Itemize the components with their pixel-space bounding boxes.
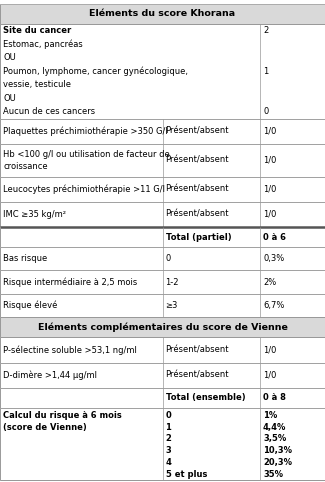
Text: Présent/absent: Présent/absent [165, 346, 229, 354]
Text: Total (ensemble): Total (ensemble) [165, 393, 245, 402]
Bar [0, 408, 325, 480]
Text: 1/0: 1/0 [263, 346, 276, 354]
Text: 1/0: 1/0 [263, 185, 276, 194]
Text: 2%: 2% [263, 278, 276, 287]
Bar [0, 144, 325, 176]
Text: 2: 2 [263, 26, 268, 35]
Text: 0: 0 [165, 254, 171, 263]
Bar [0, 24, 325, 119]
Text: Eléments du score Khorana: Eléments du score Khorana [89, 10, 236, 18]
Text: Leucocytes préchimiothérapie >11 G/l: Leucocytes préchimiothérapie >11 G/l [3, 185, 165, 194]
Text: Total (partiel): Total (partiel) [165, 232, 231, 241]
Text: 0
1
2
3
4
5 et plus: 0 1 2 3 4 5 et plus [165, 411, 207, 479]
Bar [0, 202, 325, 227]
Text: 0 à 8: 0 à 8 [263, 393, 286, 402]
Text: Site du cancer: Site du cancer [3, 26, 71, 35]
Text: Estomac, pancréas: Estomac, pancréas [3, 40, 83, 49]
Bar [0, 227, 325, 247]
Text: Bas risque: Bas risque [3, 254, 47, 263]
Text: Risque intermédiaire à 2,5 mois: Risque intermédiaire à 2,5 mois [3, 278, 137, 287]
Text: Présent/absent: Présent/absent [165, 185, 229, 194]
Text: 1/0: 1/0 [263, 156, 276, 165]
Text: 0,3%: 0,3% [263, 254, 284, 263]
Text: ≥3: ≥3 [165, 301, 178, 310]
Text: 1/0: 1/0 [263, 210, 276, 219]
Bar [0, 388, 325, 408]
Bar [0, 119, 325, 144]
Text: vessie, testicule: vessie, testicule [3, 80, 71, 89]
Text: 0: 0 [263, 107, 268, 117]
Text: D-dimère >1,44 μg/ml: D-dimère >1,44 μg/ml [3, 371, 97, 380]
Bar [0, 4, 325, 24]
Text: 0 à 6: 0 à 6 [263, 232, 286, 241]
Bar [0, 337, 325, 362]
Text: 1-2: 1-2 [165, 278, 179, 287]
Text: Présent/absent: Présent/absent [165, 210, 229, 219]
Text: Risque élevé: Risque élevé [3, 301, 58, 310]
Text: OU: OU [3, 53, 16, 62]
Text: Eléments complémentaires du score de Vienne: Eléments complémentaires du score de Vie… [38, 322, 287, 332]
Text: 1%
4,4%
3,5%
10,3%
20,3%
35%: 1% 4,4% 3,5% 10,3% 20,3% 35% [263, 411, 292, 479]
Text: Hb <100 g/l ou utilisation de facteur de
croissance: Hb <100 g/l ou utilisation de facteur de… [3, 150, 170, 171]
Text: Présent/absent: Présent/absent [165, 127, 229, 136]
Text: 1/0: 1/0 [263, 127, 276, 136]
Bar [0, 294, 325, 318]
Text: 6,7%: 6,7% [263, 301, 284, 310]
Text: Poumon, lymphome, cancer gynécologique,: Poumon, lymphome, cancer gynécologique, [3, 67, 188, 76]
Bar [0, 362, 325, 388]
Text: Présent/absent: Présent/absent [165, 371, 229, 380]
Bar [0, 270, 325, 294]
Text: Aucun de ces cancers: Aucun de ces cancers [3, 107, 95, 117]
Text: Plaquettes préchimiothérapie >350 G/l: Plaquettes préchimiothérapie >350 G/l [3, 127, 168, 136]
Text: P-sélectine soluble >53,1 ng/ml: P-sélectine soluble >53,1 ng/ml [3, 345, 137, 355]
Text: Calcul du risque à 6 mois
(score de Vienne): Calcul du risque à 6 mois (score de Vien… [3, 411, 122, 431]
Bar [0, 318, 325, 337]
Bar [0, 176, 325, 202]
Text: 1/0: 1/0 [263, 371, 276, 380]
Text: OU: OU [3, 94, 16, 103]
Text: Présent/absent: Présent/absent [165, 156, 229, 165]
Bar [0, 247, 325, 270]
Text: IMC ≥35 kg/m²: IMC ≥35 kg/m² [3, 210, 66, 219]
Text: 1: 1 [263, 67, 268, 76]
